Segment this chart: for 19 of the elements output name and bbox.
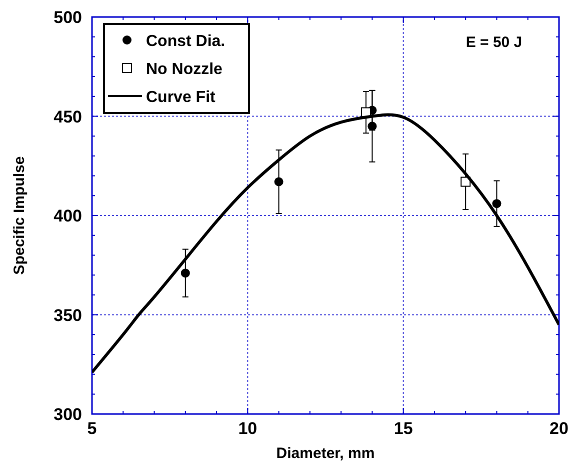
x-tick-label: 20	[550, 419, 568, 438]
point	[460, 176, 471, 187]
y-tick-label: 500	[54, 8, 82, 27]
point	[274, 177, 284, 186]
x-tick-label: 5	[87, 419, 97, 438]
legend-label: Curve Fit	[146, 89, 216, 106]
x-tick-label: 15	[394, 419, 413, 438]
point	[492, 199, 502, 208]
y-tick-label: 300	[54, 405, 82, 424]
annotation: E = 50 J	[466, 34, 522, 51]
point	[180, 268, 190, 278]
legend-label: Const Dia.	[146, 33, 226, 50]
x-axis-title: Diameter, mm	[276, 445, 375, 462]
y-tick-label: 350	[54, 306, 82, 325]
y-tick-label: 400	[54, 206, 82, 226]
y-tick-label: 450	[54, 107, 82, 126]
y-axis-title: Specific Impulse	[11, 156, 28, 275]
legend-label: No Nozzle	[146, 61, 223, 78]
x-tick-label: 10	[238, 419, 258, 438]
